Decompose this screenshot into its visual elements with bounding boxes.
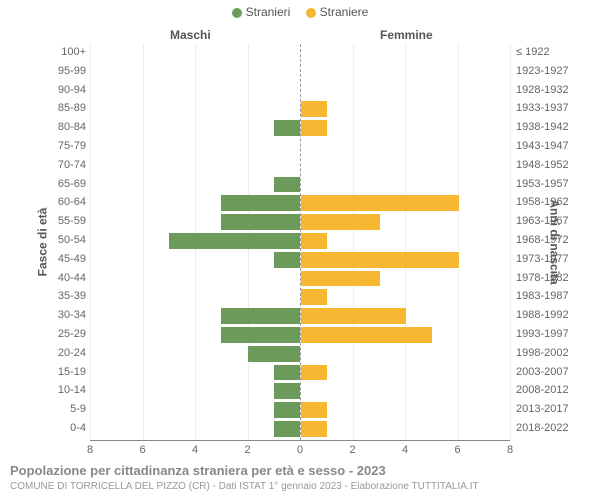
age-label: 75-79 [28,140,86,152]
birth-label: 1943-1947 [516,140,569,152]
bar-female [301,252,459,268]
birth-label: 2018-2022 [516,422,569,434]
gridline [405,44,406,440]
bar-female [301,120,327,136]
header-female: Femmine [380,28,433,42]
age-label: 50-54 [28,234,86,246]
bar-male [274,421,300,437]
bar-male [221,308,300,324]
bar-female [301,289,327,305]
legend-label-m: Stranieri [246,5,291,19]
subcaption: COMUNE DI TORRICELLA DEL PIZZO (CR) - Da… [10,481,479,492]
bar-female [301,327,432,343]
age-label: 95-99 [28,65,86,77]
birth-label: 2003-2007 [516,366,569,378]
birth-label: 1953-1957 [516,178,569,190]
age-label: 60-64 [28,196,86,208]
age-label: 80-84 [28,121,86,133]
bar-female [301,365,327,381]
x-tick: 6 [448,444,468,456]
gridline [143,44,144,440]
x-tick: 6 [133,444,153,456]
pyramid-chart: Stranieri Straniere Maschi Femmine Fasce… [0,0,600,500]
x-tick: 8 [500,444,520,456]
x-tick: 0 [290,444,310,456]
legend-item-m: Stranieri [232,5,291,19]
birth-label: 1978-1982 [516,272,569,284]
bar-male [221,214,300,230]
age-label: 65-69 [28,178,86,190]
x-tick: 4 [395,444,415,456]
age-label: 10-14 [28,384,86,396]
birth-label: 1988-1992 [516,309,569,321]
bar-female [301,233,327,249]
bar-male [274,402,300,418]
bar-female [301,402,327,418]
bar-male [169,233,300,249]
gridline [353,44,354,440]
x-axis-line [90,440,510,441]
age-label: 100+ [28,46,86,58]
age-label: 70-74 [28,159,86,171]
bar-female [301,421,327,437]
birth-label: 1968-1972 [516,234,569,246]
bar-male [221,327,300,343]
birth-label: 1928-1932 [516,84,569,96]
birth-label: 2013-2017 [516,403,569,415]
x-tick: 2 [238,444,258,456]
bar-female [301,101,327,117]
bar-female [301,308,406,324]
birth-label: 1933-1937 [516,102,569,114]
gridline [458,44,459,440]
age-label: 5-9 [28,403,86,415]
birth-label: 1963-1967 [516,215,569,227]
birth-label: 1983-1987 [516,290,569,302]
birth-label: 1958-1962 [516,196,569,208]
legend-item-f: Straniere [306,5,369,19]
birth-label: 1998-2002 [516,347,569,359]
bar-male [274,252,300,268]
bar-male [248,346,301,362]
bar-male [274,177,300,193]
x-tick: 2 [343,444,363,456]
bar-male [221,195,300,211]
birth-label: 2008-2012 [516,384,569,396]
age-label: 45-49 [28,253,86,265]
swatch-m [232,8,242,18]
swatch-f [306,8,316,18]
age-label: 90-94 [28,84,86,96]
birth-label: ≤ 1922 [516,46,550,58]
birth-label: 1993-1997 [516,328,569,340]
bar-male [274,120,300,136]
age-label: 25-29 [28,328,86,340]
x-tick: 8 [80,444,100,456]
bar-male [274,365,300,381]
legend-label-f: Straniere [320,5,369,19]
birth-label: 1938-1942 [516,121,569,133]
gridline [90,44,91,440]
gridline [510,44,511,440]
age-label: 40-44 [28,272,86,284]
age-label: 20-24 [28,347,86,359]
bar-female [301,195,459,211]
header-male: Maschi [170,28,211,42]
birth-label: 1973-1977 [516,253,569,265]
age-label: 30-34 [28,309,86,321]
bar-female [301,214,380,230]
age-label: 15-19 [28,366,86,378]
caption: Popolazione per cittadinanza straniera p… [10,463,386,478]
x-tick: 4 [185,444,205,456]
birth-label: 1948-1952 [516,159,569,171]
age-label: 0-4 [28,422,86,434]
birth-label: 1923-1927 [516,65,569,77]
age-label: 35-39 [28,290,86,302]
age-label: 55-59 [28,215,86,227]
age-label: 85-89 [28,102,86,114]
legend: Stranieri Straniere [0,5,600,19]
bar-male [274,383,300,399]
bar-female [301,271,380,287]
